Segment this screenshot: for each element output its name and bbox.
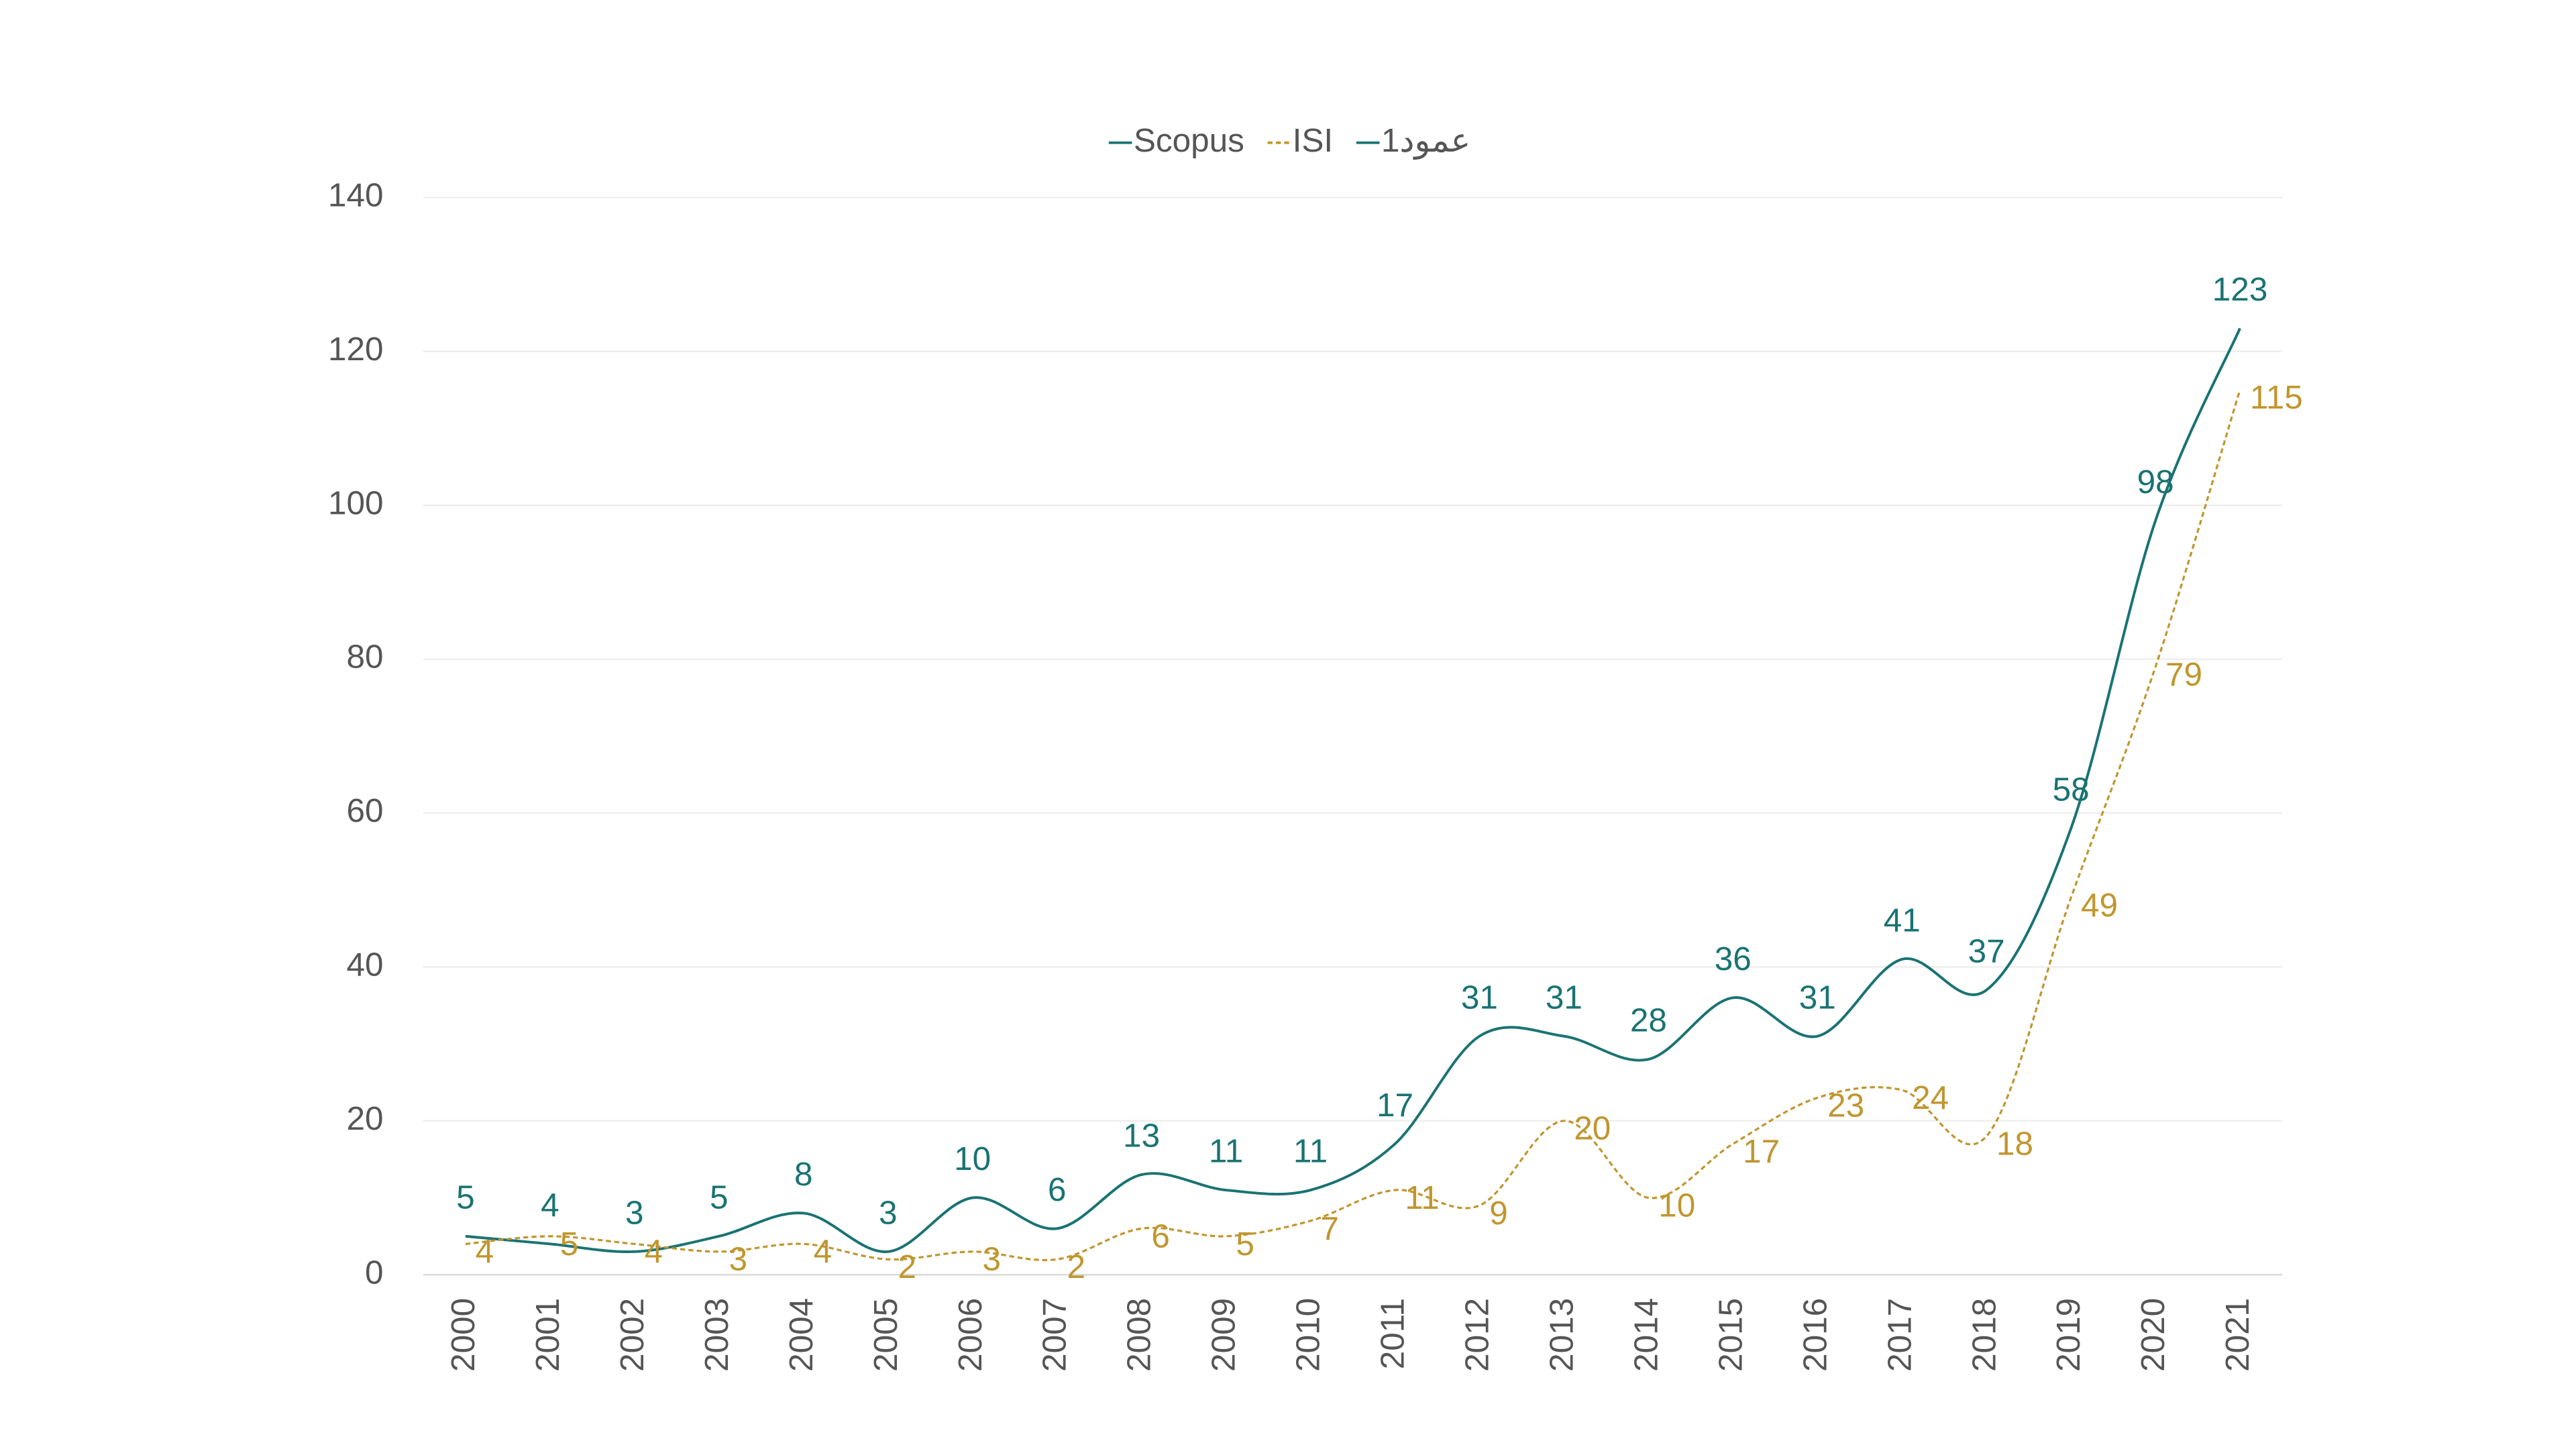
data-label: 10 bbox=[1658, 1187, 1695, 1224]
data-label: 28 bbox=[1630, 1002, 1667, 1039]
data-label: 115 bbox=[2250, 379, 2303, 416]
y-tick-label: 20 bbox=[347, 1100, 384, 1137]
x-tick-label: 2011 bbox=[1375, 1298, 1411, 1369]
series-line bbox=[465, 389, 2241, 1262]
data-label: 11 bbox=[1405, 1179, 1439, 1216]
data-label: 4 bbox=[814, 1233, 833, 1270]
data-label: 31 bbox=[1461, 979, 1498, 1016]
data-label: 3 bbox=[879, 1194, 898, 1231]
x-tick-label: 2009 bbox=[1205, 1298, 1242, 1372]
legend: Scopus ISI عمود1 bbox=[1108, 122, 1470, 160]
data-label: 13 bbox=[1123, 1118, 1160, 1155]
x-tick-label: 2000 bbox=[445, 1298, 482, 1372]
y-tick-label: 40 bbox=[347, 946, 384, 983]
x-tick-label: 2019 bbox=[2050, 1298, 2087, 1372]
data-label: 79 bbox=[2165, 656, 2202, 693]
data-label: 41 bbox=[1884, 902, 1921, 939]
y-tick-label: 120 bbox=[328, 331, 384, 368]
x-tick-label: 2008 bbox=[1121, 1298, 1158, 1372]
legend-item: ISI bbox=[1267, 122, 1333, 159]
x-tick-label: 2002 bbox=[614, 1298, 651, 1372]
series-line bbox=[465, 327, 2241, 1254]
data-label: 58 bbox=[2053, 771, 2090, 808]
y-tick-label: 100 bbox=[328, 484, 384, 521]
data-label: 5 bbox=[560, 1226, 579, 1263]
data-label: 5 bbox=[456, 1179, 475, 1216]
data-label: 2 bbox=[898, 1248, 917, 1285]
x-tick-label: 2013 bbox=[1543, 1298, 1580, 1372]
data-label: 5 bbox=[1236, 1226, 1254, 1263]
data-label: 2 bbox=[1067, 1248, 1085, 1285]
data-label: 6 bbox=[1048, 1171, 1067, 1208]
data-label: 24 bbox=[1912, 1079, 1949, 1116]
x-tick-label: 2017 bbox=[1881, 1298, 1918, 1372]
y-tick-label: 140 bbox=[328, 177, 384, 214]
data-label: 3 bbox=[729, 1241, 748, 1278]
x-tick-label: 2018 bbox=[1966, 1298, 2002, 1372]
data-label: 10 bbox=[954, 1140, 991, 1177]
data-label: 6 bbox=[1151, 1218, 1170, 1254]
data-label: 123 bbox=[2212, 271, 2268, 308]
x-tick-label: 2007 bbox=[1036, 1298, 1073, 1372]
x-tick-label: 2020 bbox=[2135, 1298, 2171, 1372]
legend-item: عمود1 bbox=[1356, 122, 1470, 160]
data-label: 4 bbox=[541, 1187, 559, 1224]
data-label: 4 bbox=[476, 1233, 494, 1270]
x-tick-label: 2010 bbox=[1290, 1298, 1327, 1372]
data-label: 20 bbox=[1574, 1110, 1611, 1147]
x-tick-label: 2014 bbox=[1627, 1298, 1664, 1372]
y-tick-label: 0 bbox=[365, 1254, 384, 1291]
data-label: 11 bbox=[1293, 1133, 1328, 1170]
y-tick-label: 60 bbox=[347, 792, 384, 829]
y-tick-label: 80 bbox=[347, 639, 384, 676]
legend-item: Scopus bbox=[1108, 122, 1244, 159]
x-tick-label: 2021 bbox=[2219, 1298, 2256, 1372]
data-label: 4 bbox=[645, 1233, 663, 1270]
legend-label: عمود1 bbox=[1381, 122, 1470, 160]
x-tick-label: 2003 bbox=[698, 1298, 735, 1372]
x-tick-label: 2004 bbox=[783, 1298, 820, 1372]
data-label: 3 bbox=[625, 1194, 644, 1231]
data-label: 37 bbox=[1968, 932, 2005, 969]
legend-label: Scopus bbox=[1134, 122, 1244, 159]
data-label: 7 bbox=[1320, 1210, 1339, 1247]
data-label: 36 bbox=[1715, 941, 1752, 977]
data-label: 8 bbox=[794, 1156, 813, 1193]
data-label: 17 bbox=[1377, 1087, 1413, 1124]
data-label: 23 bbox=[1827, 1087, 1864, 1124]
data-label: 11 bbox=[1209, 1133, 1243, 1170]
data-label: 98 bbox=[2137, 464, 2174, 500]
x-tick-label: 2005 bbox=[867, 1298, 904, 1372]
data-label: 31 bbox=[1546, 979, 1582, 1016]
x-tick-label: 2015 bbox=[1712, 1298, 1749, 1372]
data-label: 5 bbox=[710, 1179, 729, 1216]
x-tick-label: 2006 bbox=[952, 1298, 989, 1372]
data-label: 49 bbox=[2081, 887, 2118, 924]
x-tick-label: 2016 bbox=[1796, 1298, 1833, 1372]
data-label: 31 bbox=[1799, 979, 1836, 1016]
data-label: 17 bbox=[1743, 1133, 1780, 1170]
data-label: 9 bbox=[1489, 1195, 1508, 1232]
x-tick-label: 2001 bbox=[529, 1298, 566, 1372]
x-tick-label: 2012 bbox=[1459, 1298, 1496, 1372]
data-label: 3 bbox=[983, 1241, 1002, 1278]
data-label: 18 bbox=[1996, 1126, 2033, 1163]
legend-label: ISI bbox=[1293, 122, 1333, 159]
